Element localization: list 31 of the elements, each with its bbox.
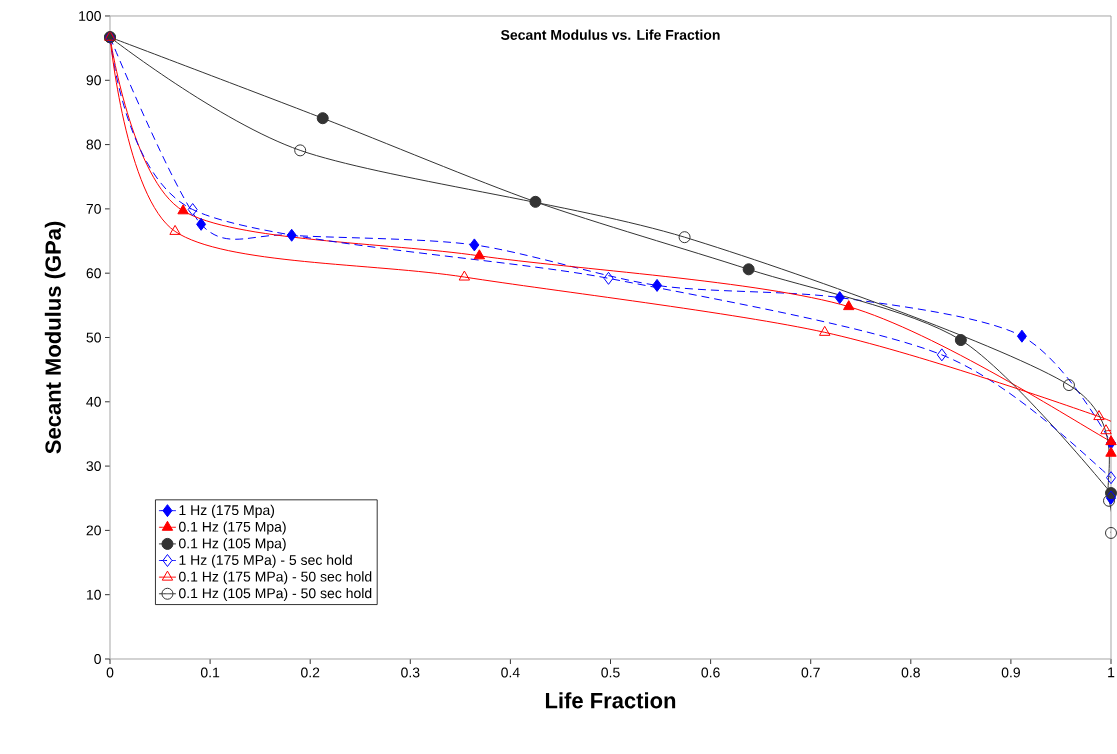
y-tick-label: 70 <box>86 203 101 214</box>
legend-label: 0.1 Hz (175 Mpa) <box>179 521 286 535</box>
x-tick-label: 0.2 <box>301 667 320 678</box>
y-tick-label: 0 <box>94 654 101 664</box>
legend-label: 0.1 Hz (175 MPa) - 50 sec hold <box>179 571 372 585</box>
y-tick-label: 10 <box>86 589 101 600</box>
y-tick-label: 40 <box>86 396 101 407</box>
y-tick-label: 100 <box>79 11 101 21</box>
x-tick-label: 1 <box>1108 667 1115 678</box>
y-tick-label: 30 <box>86 461 101 472</box>
y-tick-label: 90 <box>86 75 101 86</box>
y-tick-label: 60 <box>86 268 101 279</box>
text: Secant Modulus vs. Life Fraction <box>500 29 720 40</box>
x-tick-label: 0.5 <box>601 667 620 678</box>
y-tick-label: 80 <box>86 139 101 150</box>
x-tick-label: 0.3 <box>401 667 420 678</box>
legend-label: 0.1 Hz (105 MPa) - 50 sec hold <box>179 587 372 601</box>
x-tick-label: 0.1 <box>200 667 220 678</box>
y-axis-title: Secant Modulus (GPa) <box>44 221 66 454</box>
x-tick-label: 0.7 <box>801 667 820 678</box>
x-axis-title: Life Fraction <box>545 692 676 709</box>
legend-label: 1 Hz (175 Mpa) <box>179 504 275 518</box>
y-tick-label: 20 <box>86 525 101 536</box>
x-tick-label: 0 <box>106 667 114 678</box>
legend-label: 1 Hz (175 MPa) - 5 sec hold <box>179 554 352 568</box>
x-tick-label: 0.8 <box>901 667 920 678</box>
x-tick-label: 0.6 <box>701 667 720 678</box>
x-tick-label: 0.4 <box>501 667 520 678</box>
legend-label: 0.1 Hz (105 Mpa) <box>179 538 286 552</box>
y-tick-label: 50 <box>86 332 101 343</box>
x-tick-label: 0.9 <box>1001 667 1020 678</box>
